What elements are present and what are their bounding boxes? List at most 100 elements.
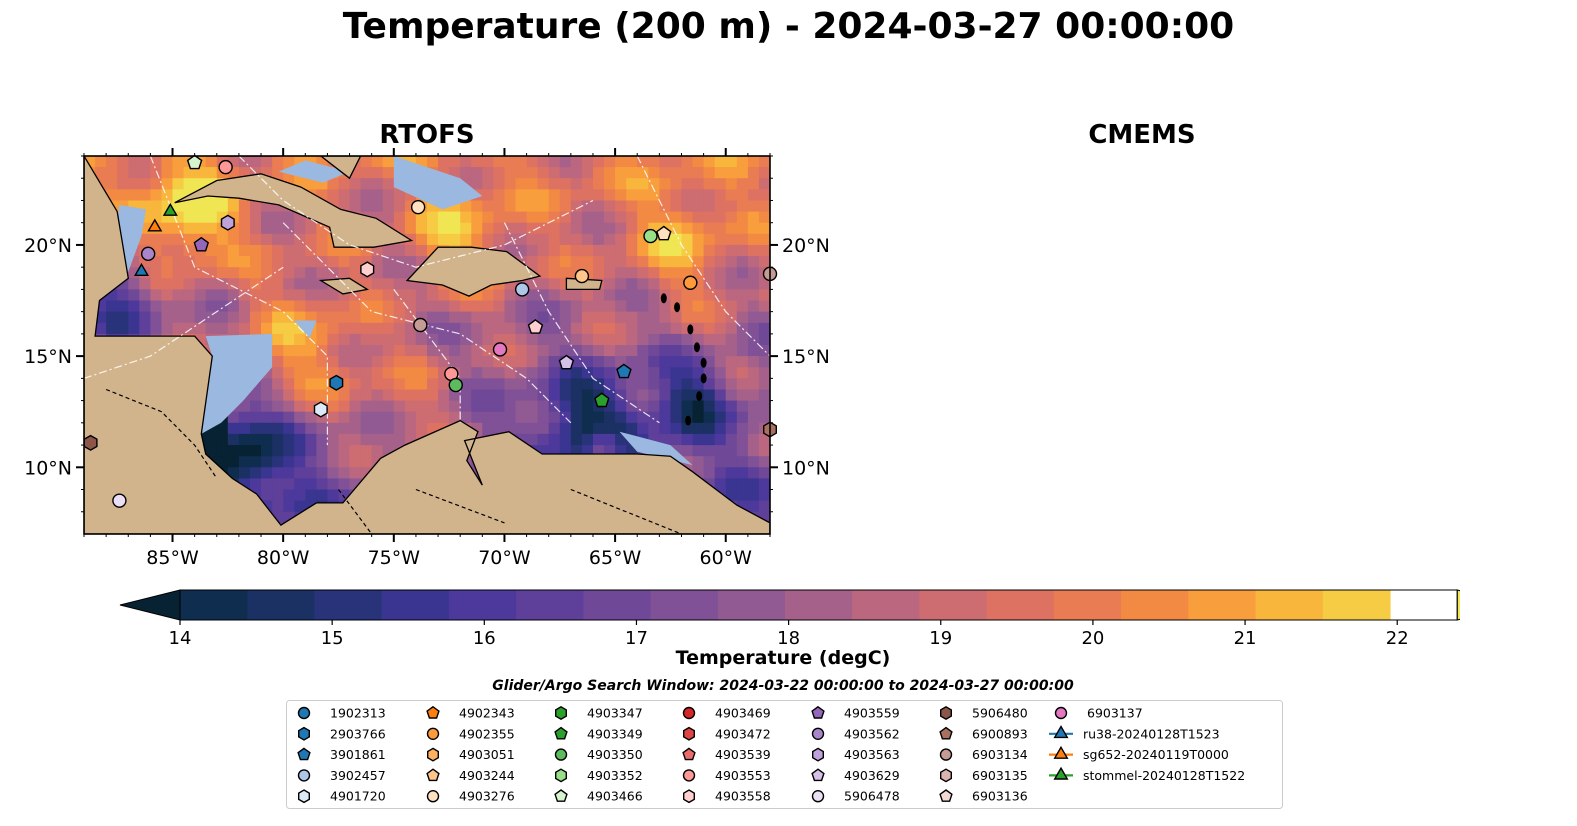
shelf-area bbox=[393, 156, 483, 210]
colorbar-label: Temperature (degC) bbox=[676, 647, 891, 669]
legend-label: 4903347 bbox=[587, 706, 643, 721]
float-marker-2 bbox=[133, 262, 150, 277]
y-tick-label: 10°N bbox=[782, 457, 830, 479]
land-hispaniola bbox=[405, 246, 542, 297]
legend-label: 4903276 bbox=[459, 789, 515, 804]
colorbar-bin bbox=[180, 590, 248, 620]
colorbar-tick-label: 16 bbox=[473, 628, 496, 649]
float-marker-7 bbox=[186, 154, 203, 170]
float-marker-13 bbox=[313, 401, 328, 418]
colorbar-tick-label: 22 bbox=[1386, 628, 1409, 649]
shelf-area bbox=[201, 333, 273, 434]
legend-label: 4903559 bbox=[844, 706, 900, 721]
legend-label: 6903134 bbox=[972, 747, 1028, 762]
legend-box: 1902313 2903766 3901861 3902457 4901720 49023… bbox=[286, 700, 1283, 809]
land-jamaica bbox=[318, 277, 370, 295]
legend-label: ru38-20240128T1523 bbox=[1083, 726, 1220, 741]
colorbar-tick-label: 20 bbox=[1081, 628, 1104, 649]
island bbox=[685, 415, 692, 426]
island bbox=[700, 357, 707, 368]
figure-title: Temperature (200 m) - 2024-03-27 00:00:0… bbox=[342, 6, 1235, 47]
x-tick-label: 85°W bbox=[146, 547, 199, 569]
legend-marker bbox=[297, 789, 310, 804]
float-marker-0 bbox=[147, 218, 163, 232]
colorbar-bins bbox=[119, 589, 1460, 621]
colorbar-bin bbox=[583, 590, 652, 620]
legend-label: 4901720 bbox=[330, 789, 386, 804]
legend-marker bbox=[426, 727, 440, 740]
colorbar-bin bbox=[516, 590, 584, 620]
legend-label: 5906478 bbox=[844, 789, 900, 804]
colorbar-tick-label: 18 bbox=[777, 628, 800, 649]
colorbar-bin bbox=[986, 590, 1055, 620]
eez-boundary bbox=[282, 222, 572, 424]
legend-marker bbox=[682, 706, 696, 720]
float-marker-23 bbox=[656, 225, 672, 241]
legend-label: 4903469 bbox=[715, 706, 771, 721]
shelf-area bbox=[294, 320, 317, 339]
legend-marker bbox=[1054, 706, 1068, 720]
colorbar-bin bbox=[1255, 590, 1324, 620]
legend-label: stommel-20240128T1522 bbox=[1083, 768, 1245, 783]
legend-marker bbox=[426, 768, 440, 782]
eez-boundary bbox=[238, 156, 594, 268]
colorbar-tick-label: 17 bbox=[625, 628, 648, 649]
float-marker-19 bbox=[574, 268, 590, 284]
float-marker-10 bbox=[413, 317, 428, 333]
colorbar-ticks: 14 15 16 17 18 19 20 21 22 bbox=[169, 620, 1409, 649]
island bbox=[693, 342, 700, 353]
colorbar-bin bbox=[1053, 590, 1122, 620]
colorbar: 14 15 16 17 18 19 20 21 22 Temperature (degC) bbox=[119, 589, 1460, 669]
legend-label: 5906480 bbox=[972, 706, 1028, 721]
legend-label: 4903539 bbox=[715, 747, 771, 762]
colorbar-bin bbox=[1322, 590, 1391, 620]
float-marker-6 bbox=[218, 159, 233, 175]
legend-marker bbox=[297, 747, 311, 761]
legend-marker bbox=[939, 789, 953, 802]
country-border bbox=[105, 388, 218, 479]
legend-label: 4903472 bbox=[715, 726, 771, 741]
legend-marker bbox=[1053, 766, 1069, 780]
colorbar-bin bbox=[1188, 590, 1257, 620]
legend-label: 4903352 bbox=[587, 768, 643, 783]
legend-marker bbox=[812, 747, 824, 762]
float-marker-8 bbox=[410, 199, 426, 215]
legend-label: 2903766 bbox=[330, 726, 386, 741]
legend-label: 4903244 bbox=[459, 768, 515, 783]
legend-label: 6903137 bbox=[1087, 706, 1143, 721]
legend-marker bbox=[297, 706, 311, 720]
legend-marker bbox=[555, 705, 567, 721]
land-florida bbox=[220, 156, 278, 157]
colorbar-bin bbox=[919, 590, 988, 620]
legend-title: Glider/Argo Search Window: 2024-03-22 00… bbox=[492, 678, 1074, 694]
legend-marker bbox=[426, 705, 440, 719]
legend-marker bbox=[297, 769, 311, 782]
eez-boundary bbox=[149, 156, 328, 446]
panel-title-right: CMEMS bbox=[1088, 120, 1196, 150]
legend-label: 4903466 bbox=[587, 789, 643, 804]
float-marker-20 bbox=[616, 363, 632, 379]
legend-marker bbox=[811, 727, 825, 740]
legend-label: 6903136 bbox=[972, 789, 1028, 804]
colorbar-bin bbox=[314, 590, 383, 620]
legend-label: sg652-20240119T0000 bbox=[1083, 747, 1229, 762]
float-marker-18 bbox=[558, 354, 575, 370]
float-marker-15 bbox=[448, 377, 463, 393]
legend-label: 4903558 bbox=[715, 789, 771, 804]
island bbox=[674, 302, 681, 313]
legend-marker bbox=[682, 769, 696, 782]
eez-boundary bbox=[503, 222, 660, 424]
legend-marker bbox=[426, 789, 440, 803]
float-marker-16 bbox=[514, 282, 530, 297]
float-marker-11 bbox=[492, 342, 508, 357]
y-tick-label: 20°N bbox=[782, 235, 830, 257]
legend-label: 4902343 bbox=[459, 706, 515, 721]
shelf-area bbox=[278, 160, 350, 183]
legend-marker bbox=[940, 705, 952, 721]
x-tick-label: 75°W bbox=[368, 547, 421, 569]
legend-label: 3901861 bbox=[330, 747, 386, 762]
island bbox=[700, 373, 707, 384]
y-tick-label: 20°N bbox=[24, 235, 72, 257]
y-tick-label: 15°N bbox=[782, 346, 830, 368]
legend-label: 1902313 bbox=[330, 706, 386, 721]
